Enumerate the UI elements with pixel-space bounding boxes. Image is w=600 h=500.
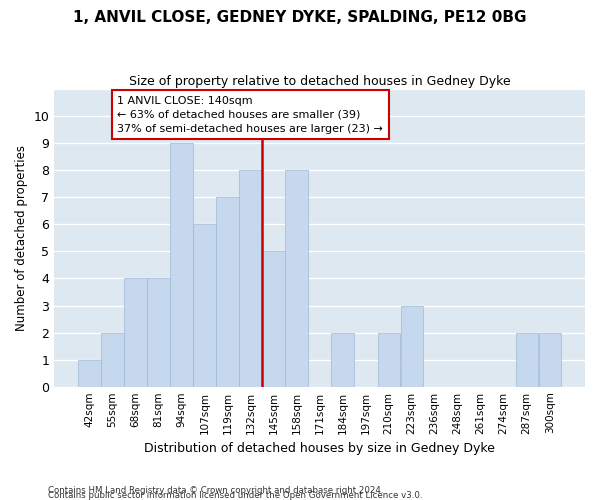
Bar	[539, 332, 561, 386]
Text: 1, ANVIL CLOSE, GEDNEY DYKE, SPALDING, PE12 0BG: 1, ANVIL CLOSE, GEDNEY DYKE, SPALDING, P…	[73, 10, 527, 25]
Text: Contains HM Land Registry data © Crown copyright and database right 2024.: Contains HM Land Registry data © Crown c…	[48, 486, 383, 495]
Bar	[170, 144, 193, 386]
Bar	[331, 332, 354, 386]
Bar	[377, 332, 400, 386]
Bar	[401, 306, 423, 386]
Bar	[239, 170, 262, 386]
Bar	[515, 332, 538, 386]
Bar	[124, 278, 147, 386]
Bar	[79, 360, 101, 386]
Text: Contains public sector information licensed under the Open Government Licence v3: Contains public sector information licen…	[48, 491, 422, 500]
Bar	[262, 252, 285, 386]
Bar	[286, 170, 308, 386]
Title: Size of property relative to detached houses in Gedney Dyke: Size of property relative to detached ho…	[129, 75, 511, 88]
Bar	[148, 278, 170, 386]
X-axis label: Distribution of detached houses by size in Gedney Dyke: Distribution of detached houses by size …	[144, 442, 495, 455]
Y-axis label: Number of detached properties: Number of detached properties	[15, 145, 28, 331]
Bar	[101, 332, 124, 386]
Text: 1 ANVIL CLOSE: 140sqm
← 63% of detached houses are smaller (39)
37% of semi-deta: 1 ANVIL CLOSE: 140sqm ← 63% of detached …	[117, 96, 383, 134]
Bar	[217, 198, 239, 386]
Bar	[193, 224, 216, 386]
